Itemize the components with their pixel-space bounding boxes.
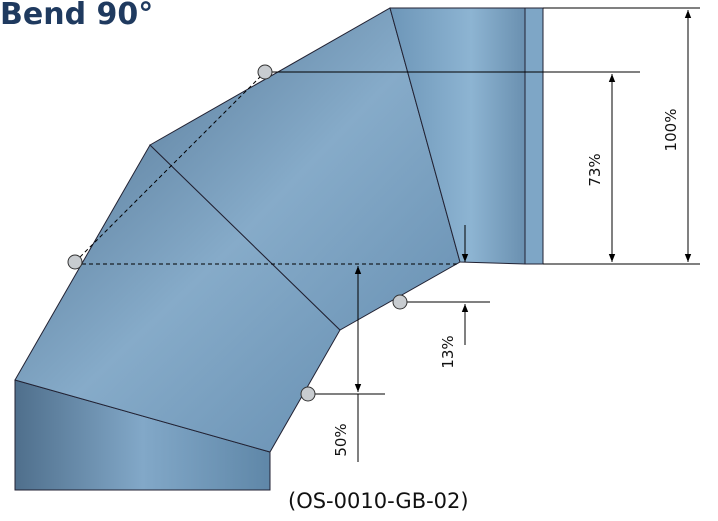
title: Bend 90° [0,0,153,32]
dimension-label: 13% [439,335,457,368]
dimension-label: 73% [586,153,604,186]
part-code: (OS-0010-GB-02) [288,489,469,513]
dimension-label: 100% [662,109,680,152]
dimension-label: 50% [332,423,350,456]
pipe [14,7,544,491]
reference-lines [74,7,700,462]
clamps [67,64,408,402]
